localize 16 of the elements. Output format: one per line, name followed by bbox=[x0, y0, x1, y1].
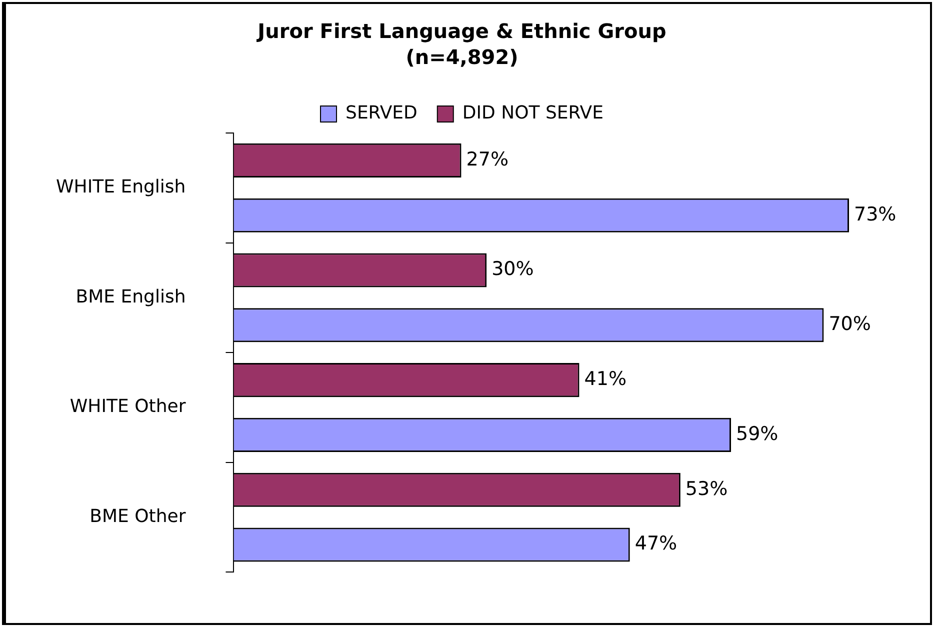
legend-label: SERVED bbox=[346, 102, 418, 124]
data-label: 73% bbox=[854, 203, 896, 226]
data-label: 41% bbox=[584, 368, 627, 390]
data-label: 53% bbox=[685, 478, 728, 500]
legend-label: DID NOT SERVE bbox=[462, 102, 604, 124]
y-tick-label: WHITE English bbox=[56, 176, 186, 198]
y-tick-label: BME English bbox=[76, 286, 186, 308]
chart-title: Juror First Language & Ethnic Group bbox=[256, 19, 666, 44]
data-label: 59% bbox=[736, 422, 778, 445]
data-label: 27% bbox=[466, 148, 509, 170]
y-tick-label: BME Other bbox=[90, 506, 186, 527]
data-label: 30% bbox=[492, 258, 534, 280]
data-label: 70% bbox=[828, 313, 871, 336]
y-tick-label: WHITE Other bbox=[70, 396, 186, 418]
data-label: 47% bbox=[634, 532, 678, 555]
chart-subtitle: (n=4,892) bbox=[406, 45, 518, 70]
